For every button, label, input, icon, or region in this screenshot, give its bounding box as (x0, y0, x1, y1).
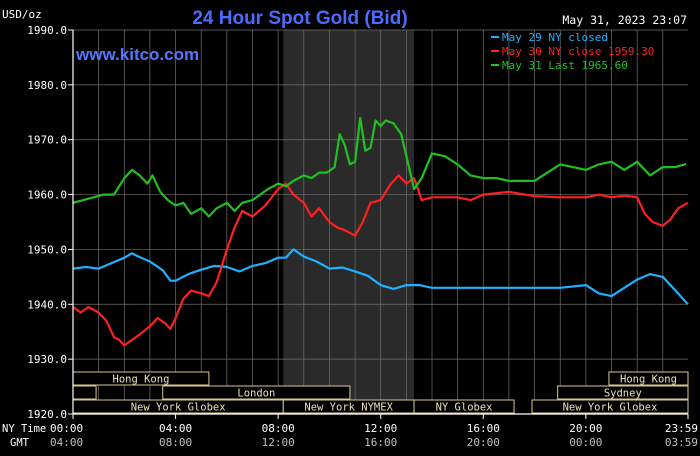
x-tick-label-gmt: 20:00 (467, 436, 500, 449)
x-tick-label-ny: 00:00 (50, 422, 83, 435)
brand-url: www.kitco.com (75, 45, 199, 64)
x-axis-ny-label: NY Time (2, 423, 46, 435)
session-label: London (237, 388, 275, 400)
session-label: Sydney (604, 388, 642, 400)
axes: 1990.0 1980.0 1970.0 1960.0 1950.0 1940.0 1930… (27, 24, 698, 449)
session-label: New York Globex (131, 402, 226, 414)
x-tick-label-gmt: 03:59 (665, 436, 698, 449)
session-label: New York Globex (563, 402, 658, 414)
trading-sessions: Hong Kong London New York Globex New York N… (72, 371, 689, 414)
session-label: Hong Kong (113, 374, 170, 386)
session-box (413, 399, 515, 414)
chart-title: 24 Hour Spot Gold (Bid) (192, 8, 407, 29)
x-tick-label-ny: 08:00 (262, 422, 295, 435)
x-tick-label-ny: 23:59 (665, 422, 698, 435)
series-line-1 (72, 248, 689, 306)
x-tick-label-gmt: 00:00 (569, 436, 602, 449)
x-tick-label-gmt: 12:00 (262, 436, 295, 449)
y-tick-label: 1930.0 (27, 353, 67, 366)
legend-entry: May 30 NY close 1959.30 (502, 45, 654, 58)
x-tick-label-ny: 04:00 (159, 422, 192, 435)
series-line-2 (72, 174, 689, 347)
y-tick-label: 1990.0 (27, 24, 67, 37)
series-line-3 (72, 116, 687, 218)
session-box (557, 385, 689, 400)
x-tick-label-gmt: 04:00 (50, 436, 83, 449)
nymex-shaded-region (283, 30, 415, 414)
legend-entry: May 29 NY closed (502, 31, 608, 44)
legend-entry: May 31 Last 1965.60 (502, 59, 628, 72)
unit-label: USD/oz (2, 8, 42, 21)
series-lines (72, 116, 689, 347)
x-tick-label-gmt: 08:00 (159, 436, 192, 449)
x-tick-label-ny: 16:00 (467, 422, 500, 435)
session-label: NY Globex (436, 402, 493, 414)
y-tick-label: 1950.0 (27, 243, 67, 256)
session-label: New York NYMEX (304, 402, 393, 414)
y-tick-label: 1940.0 (27, 298, 67, 311)
y-tick-label: 1920.0 (27, 408, 67, 421)
timestamp: May 31, 2023 23:07 (562, 13, 687, 27)
session-box (608, 371, 689, 386)
x-axis-gmt-label: GMT (10, 437, 30, 449)
session-box (72, 385, 97, 400)
session-box (531, 399, 689, 414)
x-tick-label-gmt: 16:00 (364, 436, 397, 449)
y-tick-label: 1970.0 (27, 134, 67, 147)
session-label: Hong Kong (620, 374, 677, 386)
y-tick-label: 1960.0 (27, 189, 67, 202)
x-tick-label-ny: 20:00 (569, 422, 602, 435)
session-box (162, 385, 351, 400)
x-tick-label-ny: 12:00 (364, 422, 397, 435)
y-tick-label: 1980.0 (27, 79, 67, 92)
